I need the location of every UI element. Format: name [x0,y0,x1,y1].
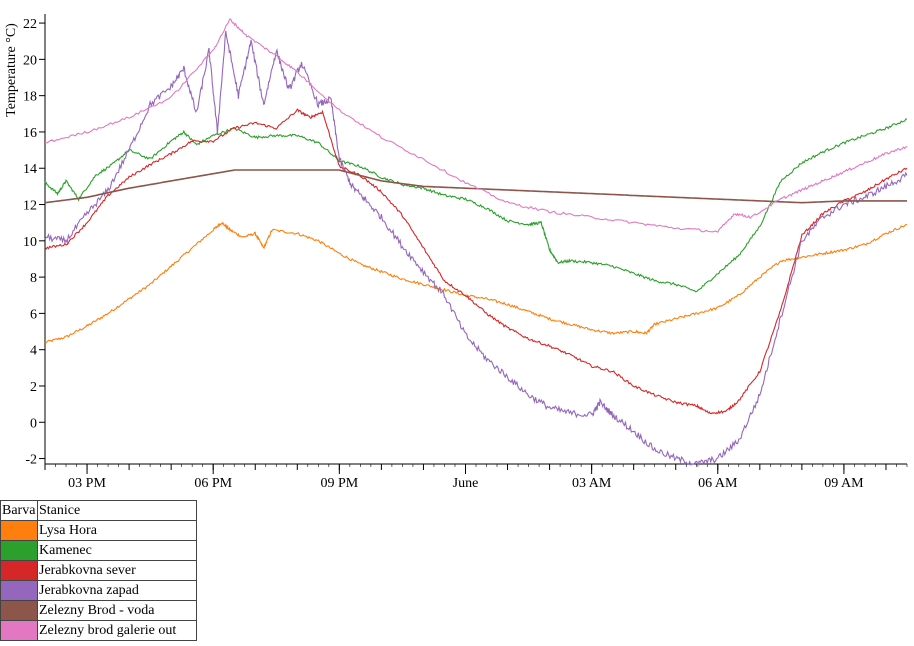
x-tick-label-4: 03 AM [572,476,612,491]
legend-station-name: Lysa Hora [37,520,197,541]
series-line-lysa-hora [44,221,908,344]
legend-row: Jerabkovna sever [0,560,197,581]
series-line-kamenec [44,118,908,293]
legend-station-name: Kamenec [37,540,197,561]
y-tick-label-0: -2 [25,453,37,468]
temperature-chart: -2 0 2 4 6 8 10 12 14 16 18 20 22 03 PM 06 PM 09 PM Jun… [4,14,908,491]
legend-swatch [0,620,38,641]
series-line-jerabkovna-zapad [44,30,908,468]
legend-station-name: Zelezny Brod - voda [37,600,197,621]
series-line-zelezny-brod-voda [44,169,907,204]
x-tick-label-6: 09 AM [824,476,864,491]
x-tick-label-1: 06 PM [194,476,232,491]
y-axis-label: Temperature °C) [4,23,19,117]
series-line-jerabkovna-sever [44,108,908,415]
series-lines [44,18,908,468]
legend-body: Lysa Hora Kamenec Jerabkovna sever Jerabkov… [0,520,197,641]
legend-header-station: Stanice [37,500,197,521]
y-tick-label-9: 16 [23,126,37,141]
y-tick-label-10: 18 [23,90,37,105]
y-tick-label-3: 4 [30,344,37,359]
legend-row: Kamenec [0,540,197,561]
legend-swatch [0,600,38,621]
x-tick-label-0: 03 PM [68,476,106,491]
legend-station-name: Jerabkovna sever [37,560,197,581]
y-tick-label-11: 20 [23,53,37,68]
legend-station-name: Zelezny brod galerie out [37,620,197,641]
legend-header-row: Barva Stanice [0,500,197,521]
x-tick-label-3: June [453,476,479,491]
legend-swatch [0,520,38,541]
legend-row: Zelezny brod galerie out [0,620,197,641]
y-tick-label-6: 10 [23,235,37,250]
series-line-zelezny-brod-galerie-out [45,18,908,233]
legend-row: Jerabkovna zapad [0,580,197,601]
y-tick-label-2: 2 [30,380,37,395]
legend-swatch [0,540,38,561]
y-tick-label-1: 0 [30,416,37,431]
x-tick-label-5: 06 AM [698,476,738,491]
y-tick-label-5: 8 [30,271,37,286]
legend-swatch [0,560,38,581]
y-axis: -2 0 2 4 6 8 10 12 14 16 18 20 22 [23,14,46,468]
legend-header-color: Barva [0,500,38,521]
y-tick-label-7: 12 [23,199,37,214]
legend-station-name: Jerabkovna zapad [37,580,197,601]
legend-swatch [0,580,38,601]
x-axis: 03 PM 06 PM 09 PM June 03 AM 06 AM 09 AM [44,463,908,491]
x-tick-label-2: 09 PM [320,476,358,491]
y-tick-label-8: 14 [23,162,37,177]
y-tick-label-4: 6 [30,307,37,322]
legend-row: Lysa Hora [0,520,197,541]
legend-row: Zelezny Brod - voda [0,600,197,621]
y-tick-label-12: 22 [23,17,37,32]
legend-table: Barva Stanice Lysa Hora Kamenec Jerabkovna… [0,500,197,641]
